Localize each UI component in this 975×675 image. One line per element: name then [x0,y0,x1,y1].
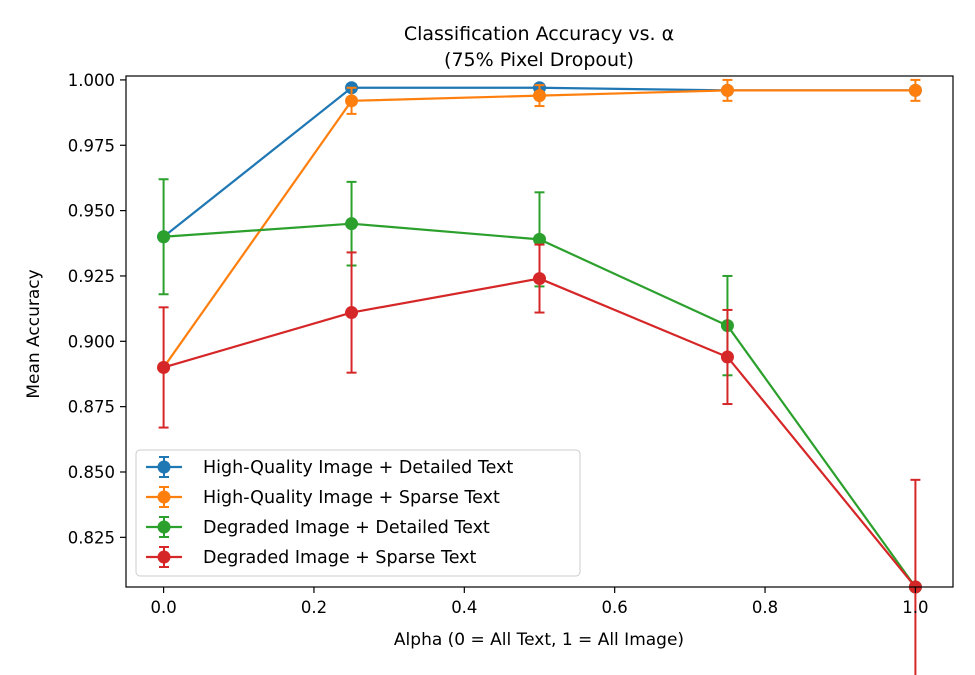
data-point [345,306,359,320]
y-tick-label: 0.875 [68,398,115,417]
legend-marker [157,550,171,564]
data-point [720,83,734,97]
legend-box [135,449,581,577]
data-point [157,230,171,244]
data-point [533,272,546,286]
legend-entry-3: Degraded Image + Sparse Text [146,546,477,568]
axes-frame [125,75,954,588]
data-point [157,360,171,374]
data-point [533,232,546,246]
legend-label: High-Quality Image + Sparse Text [203,488,500,508]
series-1 [157,78,922,374]
data-point [345,94,359,108]
legend-label: High-Quality Image + Detailed Text [203,458,513,478]
chart-title: Classification Accuracy vs. α [404,23,674,45]
y-tick-label: 1.000 [68,71,115,90]
y-axis-label: Mean Accuracy [24,269,44,398]
legend-label: Degraded Image + Sparse Text [203,548,477,568]
legend-entry-1: High-Quality Image + Sparse Text [146,486,500,508]
x-axis-label: Alpha (0 = All Text, 1 = All Image) [394,630,684,650]
chart-subtitle: (75% Pixel Dropout) [444,49,634,71]
data-point [533,89,546,103]
x-tick-label: 0.8 [752,598,778,617]
data-point [345,217,359,231]
legend-entry-0: High-Quality Image + Detailed Text [146,456,513,478]
data-point [720,350,734,364]
y-tick-label: 0.950 [68,202,115,221]
y-tick-label: 0.825 [68,528,115,547]
legend-entry-2: Degraded Image + Detailed Text [146,516,490,538]
data-point [908,83,922,97]
y-tick-label: 0.975 [68,136,115,155]
legend-marker [157,460,171,474]
x-tick-label: 0.0 [150,598,176,617]
legend: High-Quality Image + Detailed Text High-Q… [135,449,581,577]
y-tick-label: 0.900 [68,332,115,351]
x-tick-label: 0.6 [602,598,628,617]
series-3 [157,243,922,675]
x-tick-label: 0.2 [301,598,327,617]
plot-area: 0.0 0.2 0.4 0.6 0.8 1.0 0.825 0.850 0.875 0.900 0.… [68,71,954,675]
y-tick-label: 0.925 [68,267,115,286]
x-tick-label: 1.0 [902,598,928,617]
x-tick-label: 0.4 [451,598,477,617]
y-tick-label: 0.850 [68,463,115,482]
legend-marker [157,520,171,534]
legend-marker [157,490,171,504]
legend-label: Degraded Image + Detailed Text [203,518,490,538]
